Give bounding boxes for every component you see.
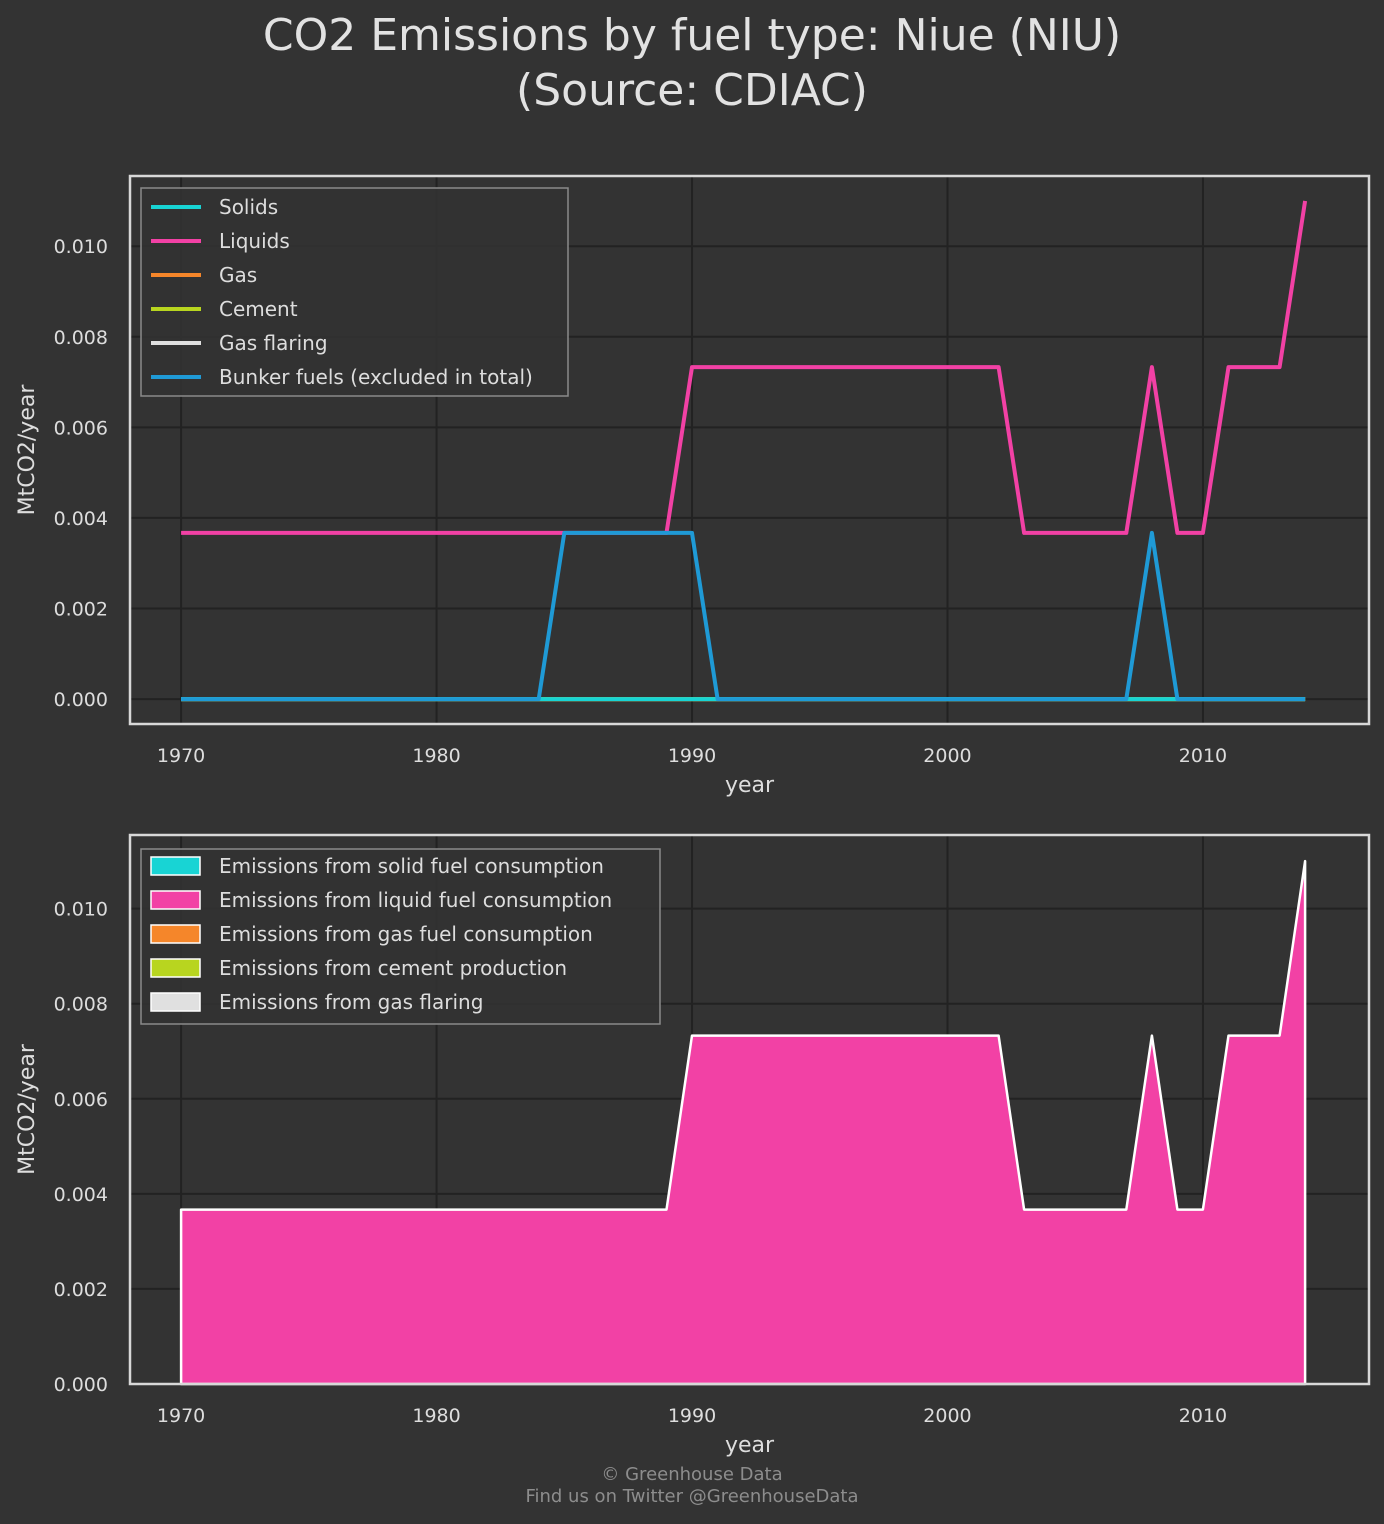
legend-label: Cement bbox=[219, 297, 298, 321]
y-tick-label: 0.006 bbox=[54, 417, 108, 439]
x-tick-label: 1970 bbox=[157, 745, 205, 767]
legend: Emissions from solid fuel consumption Emi… bbox=[140, 848, 661, 1025]
x-tick-label: 2000 bbox=[923, 745, 971, 767]
legend-swatch-solids bbox=[150, 856, 201, 876]
legend-label: Emissions from cement production bbox=[219, 956, 567, 980]
plot-frame bbox=[128, 833, 1371, 1386]
y-tick-label: 0.010 bbox=[54, 899, 108, 921]
line-chart: 1970 1980 1990 2000 2010 0.000 0.002 0.004 0.006… bbox=[15, 174, 1371, 798]
x-tick-label: 2010 bbox=[1179, 1405, 1227, 1427]
legend-label: Liquids bbox=[219, 229, 290, 253]
legend-label: Emissions from gas fuel consumption bbox=[219, 922, 593, 946]
legend-label: Emissions from solid fuel consumption bbox=[219, 854, 604, 878]
x-tick-label: 2000 bbox=[923, 1405, 971, 1427]
legend-label: Solids bbox=[219, 195, 278, 219]
legend-label: Bunker fuels (excluded in total) bbox=[219, 365, 533, 389]
footer-copyright: © Greenhouse Data bbox=[601, 1464, 783, 1485]
legend: Solids Liquids Gas Cement Gas flaring Bunker … bbox=[140, 187, 569, 397]
x-tick-label: 1980 bbox=[412, 1405, 460, 1427]
y-tick-label: 0.000 bbox=[54, 689, 108, 711]
legend-label: Gas bbox=[219, 263, 257, 287]
footer-twitter: Find us on Twitter @GreenhouseData bbox=[525, 1486, 859, 1507]
legend-swatch-liquids bbox=[150, 890, 201, 910]
footer: © Greenhouse Data Find us on Twitter @Gr… bbox=[0, 1464, 1384, 1508]
y-tick-label: 0.002 bbox=[54, 1279, 108, 1301]
y-tick-label: 0.006 bbox=[54, 1089, 108, 1111]
x-tick-label: 1970 bbox=[157, 1405, 205, 1427]
x-tick-label: 2010 bbox=[1179, 745, 1227, 767]
y-tick-label: 0.000 bbox=[54, 1374, 108, 1396]
y-tick-label: 0.002 bbox=[54, 599, 108, 621]
legend-swatch-cement bbox=[150, 958, 201, 978]
y-tick-label: 0.004 bbox=[54, 1184, 108, 1206]
legend-label: Emissions from gas flaring bbox=[219, 990, 483, 1014]
title-line-2: (Source: CDIAC) bbox=[516, 65, 868, 116]
x-tick-label: 1980 bbox=[412, 745, 460, 767]
y-tick-label: 0.008 bbox=[54, 994, 108, 1016]
x-tick-label: 1990 bbox=[668, 1405, 716, 1427]
plot-frame bbox=[128, 174, 1371, 726]
title-line-1: CO2 Emissions by fuel type: Niue (NIU) bbox=[262, 10, 1122, 61]
y-axis-label: MtCO2/year bbox=[15, 1043, 40, 1175]
x-tick-label: 1990 bbox=[668, 745, 716, 767]
y-axis-label: MtCO2/year bbox=[15, 384, 40, 516]
page-title: CO2 Emissions by fuel type: Niue (NIU) (… bbox=[0, 8, 1384, 118]
legend-label: Emissions from liquid fuel consumption bbox=[219, 888, 612, 912]
legend-swatch-gas bbox=[150, 924, 201, 944]
legend-box bbox=[140, 187, 569, 397]
y-tick-label: 0.010 bbox=[54, 236, 108, 258]
x-axis-label: year bbox=[725, 773, 775, 798]
series-line-bunker bbox=[181, 530, 1306, 702]
x-axis-label: year bbox=[725, 1433, 775, 1458]
y-tick-label: 0.008 bbox=[54, 327, 108, 349]
legend-label: Gas flaring bbox=[219, 331, 328, 355]
series-line-liquids bbox=[181, 200, 1308, 535]
legend-box bbox=[140, 848, 661, 1025]
y-tick-label: 0.004 bbox=[54, 508, 108, 530]
stacked-area-chart: 1970 1980 1990 2000 2010 0.000 0.002 0.004 0.006… bbox=[15, 833, 1371, 1458]
legend-swatch-flaring bbox=[150, 992, 201, 1012]
